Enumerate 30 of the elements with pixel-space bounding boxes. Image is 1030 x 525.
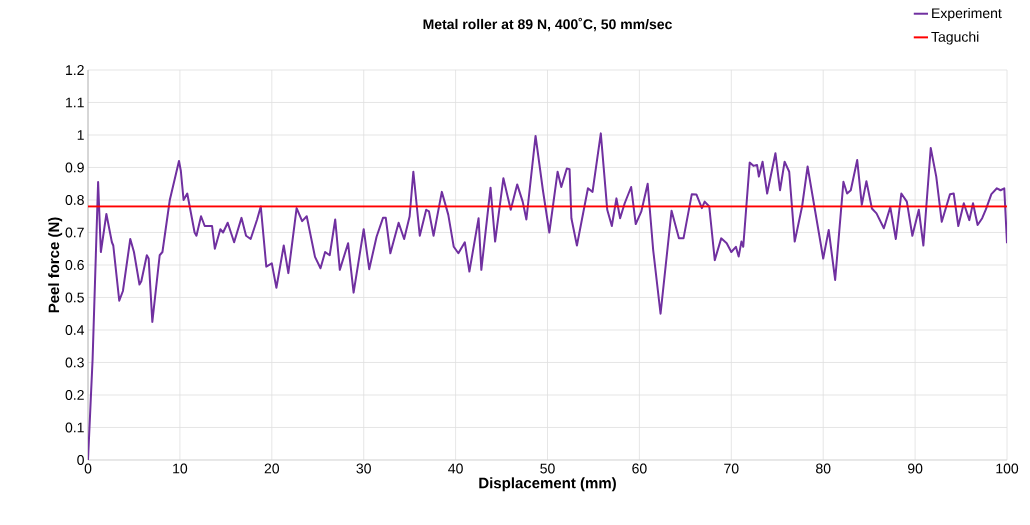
y-tick-label: 1.2 bbox=[66, 65, 84, 75]
y-tick-label: 0.9 bbox=[65, 162, 84, 173]
line-series bbox=[88, 132, 1008, 460]
x-tick-label: 70 bbox=[724, 463, 739, 474]
x-tick-label: 100 bbox=[996, 463, 1019, 474]
x-tick-label: 80 bbox=[816, 463, 831, 474]
x-tick-label: 20 bbox=[264, 463, 280, 474]
legend-label: Taguchi bbox=[931, 31, 979, 45]
x-tick-label: 0 bbox=[84, 463, 92, 474]
y-axis-title: Peel force (N) bbox=[48, 217, 63, 313]
x-tick-label: 10 bbox=[173, 463, 188, 474]
y-tick-label: 0.2 bbox=[65, 390, 84, 400]
y-tick-label: 0.6 bbox=[65, 260, 84, 270]
x-tick-label: 60 bbox=[632, 463, 647, 474]
y-tick-label: 1 bbox=[77, 130, 84, 140]
x-tick-label: 50 bbox=[540, 463, 555, 474]
y-tick-label: 1.1 bbox=[66, 97, 84, 108]
y-tick-label: 0.8 bbox=[65, 195, 84, 205]
y-tick-label: 0.7 bbox=[65, 227, 84, 238]
y-tick-label: 0.5 bbox=[65, 292, 84, 303]
x-tick-label: 40 bbox=[448, 463, 463, 474]
x-tick-label: 30 bbox=[356, 463, 371, 474]
y-tick-label: 0.3 bbox=[65, 357, 84, 368]
x-axis-title: Displacement (mm) bbox=[479, 477, 616, 492]
chart-title: Metal roller at 89 N, 400˚C, 50 mm/sec bbox=[423, 17, 672, 32]
y-tick-label: 0 bbox=[77, 455, 84, 465]
x-tick-label: 90 bbox=[907, 463, 923, 474]
y-tick-label: 0.1 bbox=[65, 422, 84, 433]
y-tick-label: 0.4 bbox=[65, 325, 85, 335]
legend-label: Experiment bbox=[932, 7, 1002, 21]
